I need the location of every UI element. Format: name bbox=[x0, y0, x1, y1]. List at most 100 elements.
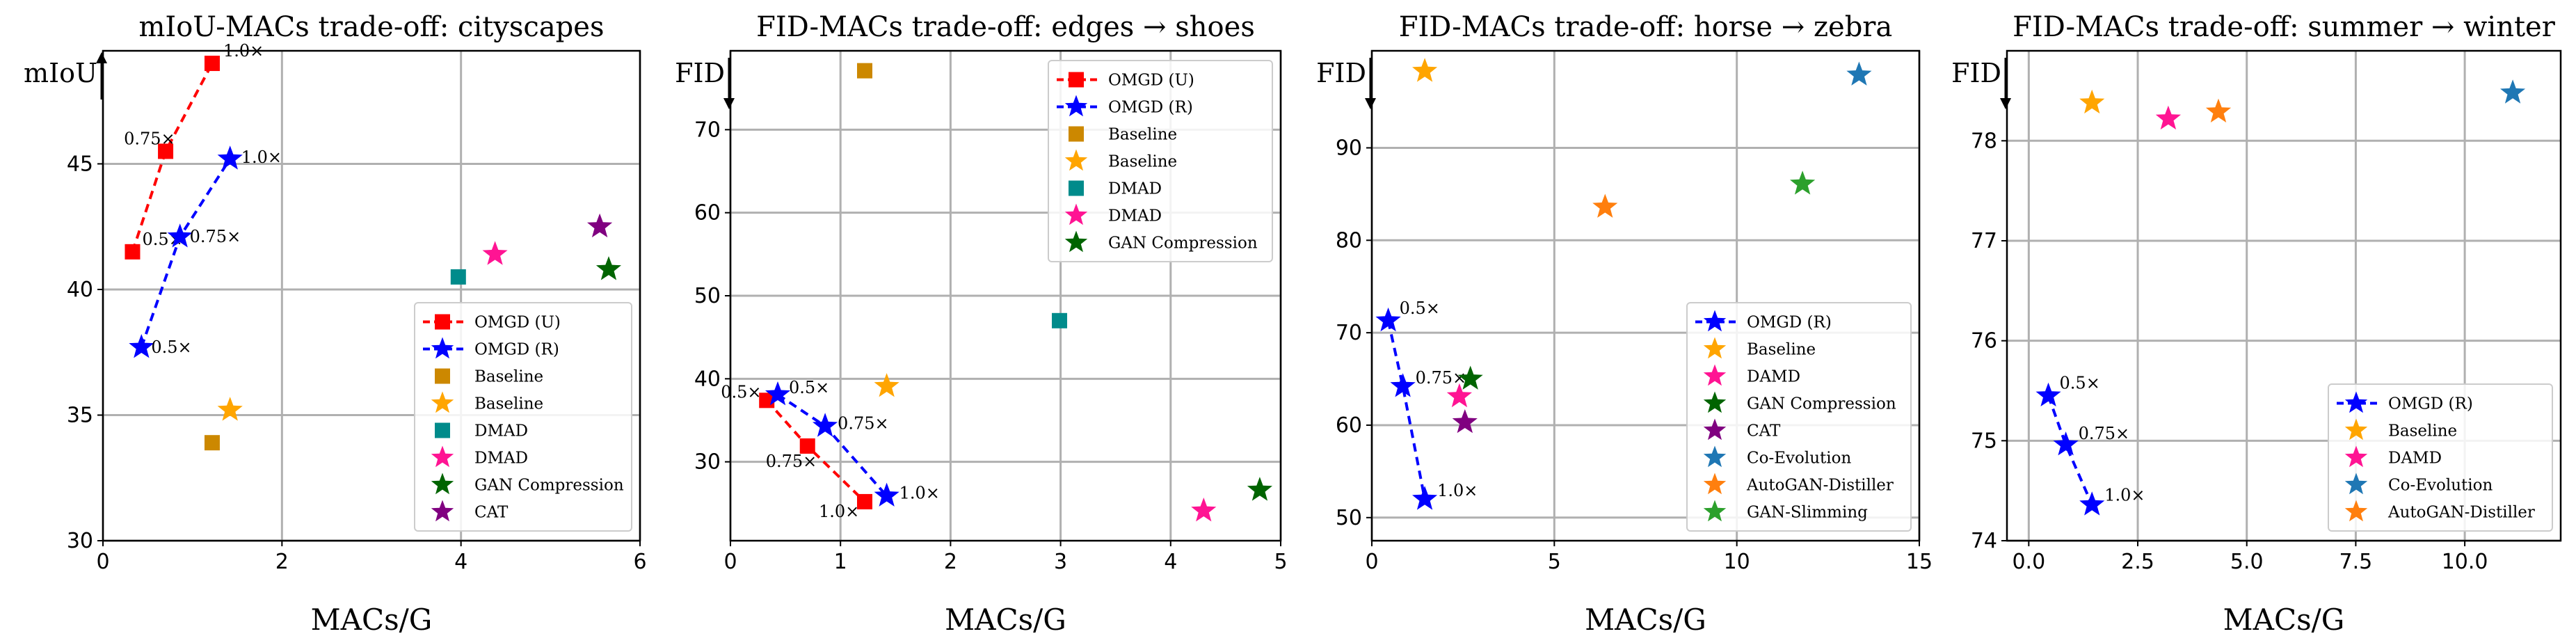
x-tick-label: 6 bbox=[633, 550, 646, 574]
x-tick-label: 4 bbox=[1164, 550, 1177, 574]
series-gan-slimming bbox=[1790, 170, 1816, 195]
legend-label: Co-Evolution bbox=[2388, 477, 2493, 495]
legend-marker bbox=[2344, 473, 2368, 495]
legend-label: Co-Evolution bbox=[1747, 450, 1851, 468]
series-baseline bbox=[2079, 89, 2105, 114]
legend-label: DMAD bbox=[1108, 207, 1162, 225]
chart-title: mIoU-MACs trade-off: cityscapes bbox=[138, 11, 604, 43]
data-point bbox=[1457, 365, 1483, 390]
data-point bbox=[2500, 79, 2526, 104]
y-tick-label: 78 bbox=[1971, 129, 1997, 153]
chart-title: FID-MACs trade-off: summer → winter bbox=[2013, 11, 2556, 43]
legend-marker bbox=[1703, 473, 1727, 495]
point-annotation: 0.5× bbox=[721, 382, 761, 402]
legend-marker bbox=[1069, 126, 1084, 142]
legend: OMGD (U) OMGD (R) Baseline Baseline DMAD DMAD… bbox=[1048, 60, 1273, 262]
legend-label: AutoGAN-Distiller bbox=[1746, 477, 1894, 495]
series-line bbox=[140, 158, 232, 348]
legend-marker bbox=[1064, 203, 1088, 225]
y-arrow-head-icon bbox=[2000, 98, 2011, 109]
data-point bbox=[874, 373, 899, 397]
chart-panel-1: 0 2 4 6 30 35 40 45 mIoU-MACs trade-off: citysca… bbox=[24, 11, 647, 637]
series-line bbox=[1386, 320, 1427, 500]
series-dmad bbox=[482, 241, 508, 265]
legend-label: AutoGAN-Distiller bbox=[2387, 504, 2535, 522]
series-gan-compression bbox=[1247, 477, 1272, 501]
data-point bbox=[857, 493, 873, 509]
y-tick-label: 70 bbox=[694, 118, 721, 142]
data-point bbox=[167, 223, 193, 248]
legend-box bbox=[414, 302, 632, 532]
y-tick-label: 40 bbox=[67, 278, 93, 302]
y-tick-label: 70 bbox=[1336, 321, 1362, 345]
series-line bbox=[776, 393, 888, 497]
legend-label: Baseline bbox=[1108, 126, 1177, 144]
legend-label: Baseline bbox=[1108, 153, 1177, 171]
x-tick-label: 10.0 bbox=[2442, 550, 2488, 574]
x-tick-label: 2 bbox=[275, 550, 289, 574]
data-point bbox=[2205, 98, 2232, 122]
data-point bbox=[2079, 491, 2105, 516]
x-tick-label: 3 bbox=[1054, 550, 1067, 574]
data-point bbox=[1412, 58, 1438, 82]
legend-label: DMAD bbox=[474, 450, 528, 468]
legend-marker bbox=[1703, 445, 1727, 468]
plot-frame bbox=[102, 49, 641, 542]
point-annotation: 0.5× bbox=[151, 338, 191, 357]
series-baseline bbox=[204, 435, 220, 451]
point-annotation: 0.75× bbox=[766, 452, 817, 471]
legend-marker bbox=[435, 314, 450, 330]
series-co-evolution bbox=[1846, 61, 1872, 86]
plot-frame bbox=[2006, 49, 2562, 542]
data-point bbox=[1592, 193, 1618, 218]
y-tick-label: 45 bbox=[67, 152, 93, 176]
y-tick-label: 75 bbox=[1971, 429, 1997, 453]
data-point bbox=[765, 381, 791, 406]
x-tick-label: 5 bbox=[1548, 550, 1561, 574]
series-baseline bbox=[217, 397, 243, 421]
legend-marker bbox=[1703, 337, 1727, 359]
legend-box bbox=[1048, 60, 1273, 262]
point-annotation: 1.0× bbox=[1437, 481, 1478, 500]
legend-label: GAN-Slimming bbox=[1747, 504, 1868, 522]
point-annotation: 0.5× bbox=[2060, 374, 2100, 393]
series-baseline bbox=[1412, 58, 1438, 82]
point-annotation: 0.75× bbox=[838, 413, 889, 433]
y-tick-label: 74 bbox=[1971, 529, 1997, 553]
data-point bbox=[1790, 170, 1816, 195]
data-point bbox=[1846, 61, 1872, 86]
data-point bbox=[158, 143, 174, 159]
series-baseline bbox=[874, 373, 899, 397]
y-axis-label: FID bbox=[1316, 58, 1366, 88]
point-annotation: 1.0× bbox=[819, 502, 859, 521]
legend-label: GAN Compression bbox=[474, 477, 624, 495]
data-point bbox=[595, 256, 621, 280]
x-tick-label: 4 bbox=[454, 550, 467, 574]
series-cat bbox=[1452, 409, 1478, 434]
series-baseline bbox=[857, 63, 873, 79]
point-annotation: 0.5× bbox=[789, 378, 829, 397]
y-tick-label: 30 bbox=[67, 529, 93, 553]
data-point bbox=[2079, 89, 2105, 114]
point-annotation: 0.75× bbox=[124, 129, 175, 148]
legend-marker bbox=[2344, 445, 2368, 468]
legend-marker bbox=[431, 391, 454, 413]
legend-marker bbox=[1069, 72, 1084, 88]
y-axis-label: mIoU bbox=[24, 58, 97, 88]
legend-label: CAT bbox=[1747, 422, 1781, 440]
data-point bbox=[799, 438, 815, 454]
series-autogan-distiller bbox=[1592, 193, 1618, 218]
x-tick-label: 0 bbox=[723, 550, 737, 574]
legend-marker bbox=[431, 445, 454, 468]
x-tick-label: 15 bbox=[1906, 550, 1933, 574]
data-point bbox=[204, 56, 220, 72]
x-tick-label: 2.5 bbox=[2121, 550, 2154, 574]
legend-marker bbox=[1064, 149, 1088, 171]
data-point bbox=[1052, 312, 1068, 328]
data-point bbox=[1375, 307, 1401, 332]
legend-label: Baseline bbox=[474, 395, 543, 413]
y-tick-label: 90 bbox=[1336, 136, 1362, 160]
data-point bbox=[874, 482, 899, 507]
legend-label: DMAD bbox=[1108, 180, 1162, 198]
